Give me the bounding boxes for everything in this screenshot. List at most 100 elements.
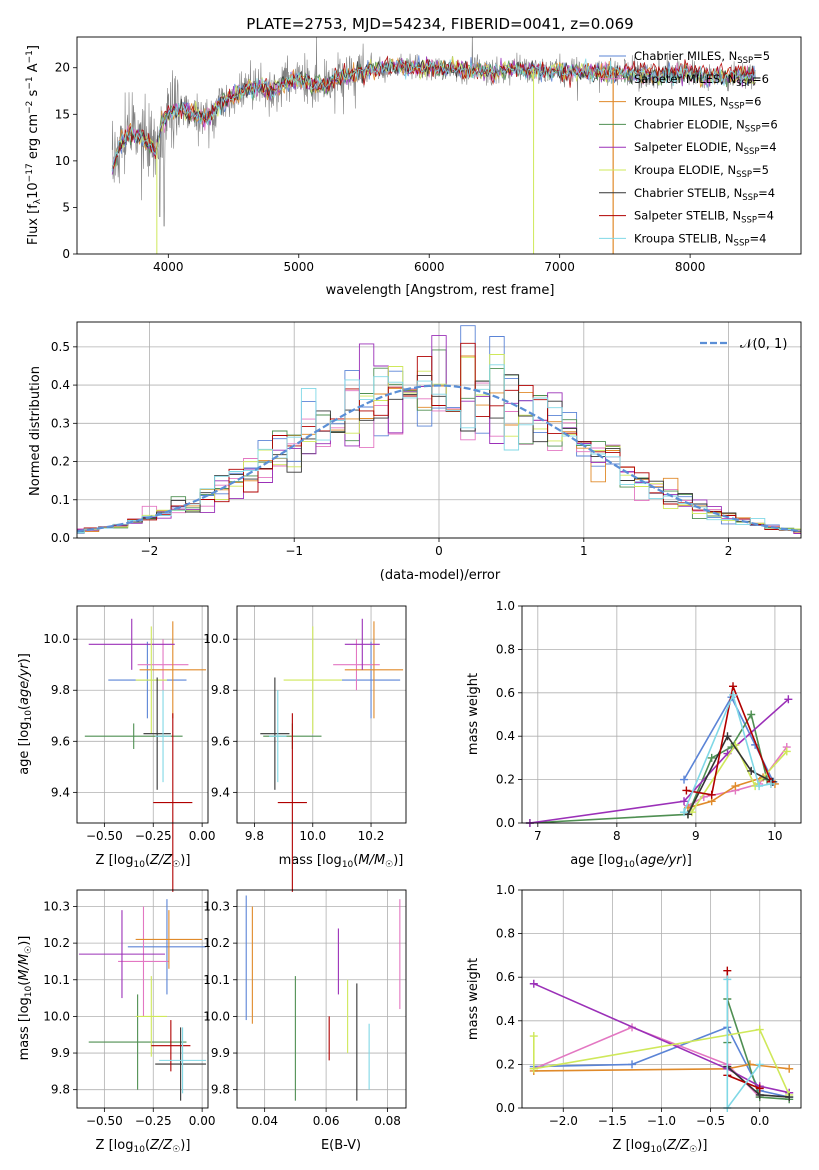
z-weight-point-marker xyxy=(723,975,732,984)
histogram-xtick-label: −2 xyxy=(141,544,159,558)
z-age-ytick-label: 9.6 xyxy=(51,734,70,748)
z-weight-panel: mass weight Z [log10(Z/Z☉)] −2.0 −1.5 −1.0… xyxy=(466,883,802,1155)
ebv-mass-ytick-label: 10.0 xyxy=(203,1009,230,1023)
histogram-xlabel: (data-model)/error xyxy=(380,568,501,583)
z-weight-xlabel: Z [log10(Z/Z☉)] xyxy=(613,1138,708,1155)
age-weight-ytick-label: 0.2 xyxy=(496,773,515,787)
histogram-ytick-label: 0.4 xyxy=(51,378,70,392)
histogram-ytick-label: 0.3 xyxy=(51,416,70,430)
z-age-xtick-label: 0.00 xyxy=(189,829,216,843)
histogram-step-line xyxy=(77,364,801,533)
normal-curve xyxy=(77,384,801,533)
z-mass-ytick-label: 10.2 xyxy=(43,936,70,950)
spectrum-legend-label: Kroupa MILES, NSSP=6 xyxy=(634,95,761,112)
z-age-frame xyxy=(76,605,209,824)
age-weight-ytick-label: 0.8 xyxy=(496,642,515,656)
age-weight-point-marker xyxy=(784,695,793,704)
histogram-xtick-label: 1 xyxy=(580,544,588,558)
spectrum-xtick-label: 8000 xyxy=(675,260,706,274)
age-weight-series-line xyxy=(691,743,788,813)
age-weight-xtick-label: 7 xyxy=(534,829,542,843)
z-mass-xtick-label: 0.00 xyxy=(189,1114,216,1128)
histogram-xtick-label: −1 xyxy=(285,544,303,558)
z-weight-ytick-label: 1.0 xyxy=(496,883,515,897)
z-mass-xlabel: Z [log10(Z/Z☉)] xyxy=(96,1138,191,1155)
mass-age-xtick-label: 9.8 xyxy=(245,829,264,843)
spectrum-xtick-label: 4000 xyxy=(153,260,184,274)
histogram-step-line xyxy=(77,349,801,533)
z-weight-point-marker xyxy=(529,1032,538,1041)
z-age-ytick-label: 9.8 xyxy=(51,683,70,697)
mass-age-ytick-label: 9.4 xyxy=(211,785,230,799)
ebv-mass-xlabel: E(B-V) xyxy=(321,1138,361,1153)
age-weight-xlabel: age [log10(age/yr)] xyxy=(570,853,692,870)
spectrum-legend-label: Chabrier STELIB, NSSP=4 xyxy=(634,186,775,203)
age-weight-point-marker xyxy=(680,797,689,806)
histogram-xtick-label: 0 xyxy=(435,544,443,558)
age-weight-point-marker xyxy=(707,790,716,799)
spectrum-lines xyxy=(111,37,756,254)
spectrum-legend-label: Chabrier MILES, NSSP=5 xyxy=(634,49,770,66)
z-weight-series-line xyxy=(533,1063,790,1072)
age-weight-ytick-label: 0.4 xyxy=(496,729,515,743)
z-mass-ytick-label: 9.9 xyxy=(51,1046,70,1060)
z-mass-ytick-label: 10.3 xyxy=(43,899,70,913)
age-weight-point-marker xyxy=(747,766,756,775)
z-weight-ytick-label: 0.6 xyxy=(496,970,515,984)
z-weight-ytick-label: 0.0 xyxy=(496,1101,515,1115)
histogram-frame xyxy=(76,321,802,539)
z-weight-point-marker xyxy=(723,966,732,975)
spectrum-xtick-label: 6000 xyxy=(414,260,445,274)
histogram-ytick-label: 0.5 xyxy=(51,340,70,354)
age-weight-point-marker xyxy=(731,782,740,791)
spectrum-title: PLATE=2753, MJD=54234, FIBERID=0041, z=0… xyxy=(246,15,633,33)
z-weight-xtick-label: −0.5 xyxy=(696,1114,725,1128)
spectrum-legend-label: Kroupa ELODIE, NSSP=5 xyxy=(634,163,769,180)
z-weight-frame xyxy=(521,889,802,1109)
age-weight-point-marker xyxy=(729,690,738,699)
age-weight-point-marker xyxy=(682,786,691,795)
histogram-step-line xyxy=(77,354,801,534)
z-weight-series-line xyxy=(726,998,790,1101)
z-weight-xtick-label: −2.0 xyxy=(549,1114,578,1128)
z-weight-point-marker xyxy=(755,1025,764,1034)
age-weight-xtick-label: 8 xyxy=(613,829,621,843)
spectrum-xtick-label: 5000 xyxy=(283,260,314,274)
ebv-mass-ytick-label: 9.8 xyxy=(211,1083,230,1097)
age-weight-series-line xyxy=(686,683,772,796)
age-weight-ytick-label: 0.6 xyxy=(496,686,515,700)
z-weight-point-marker xyxy=(755,1084,764,1093)
mass-age-ytick-label: 9.6 xyxy=(211,734,230,748)
histogram-step-line xyxy=(77,374,801,532)
z-age-xlabel: Z [log10(Z/Z☉)] xyxy=(96,853,191,870)
age-weight-series-line xyxy=(687,734,773,815)
z-age-xtick-label: −0.50 xyxy=(86,829,123,843)
ebv-mass-xtick-label: 0.06 xyxy=(313,1114,340,1128)
z-age-panel: age [log10(age/yr)] Z [log10(Z/Z☉)] −0.5… xyxy=(17,605,216,892)
age-weight-point-marker xyxy=(747,710,756,719)
histogram-ytick-label: 0.0 xyxy=(51,531,70,545)
age-weight-xtick-label: 9 xyxy=(692,829,700,843)
z-mass-xtick-label: −0.50 xyxy=(86,1114,123,1128)
mass-age-frame xyxy=(236,605,407,824)
z-weight-ytick-label: 0.4 xyxy=(496,1014,515,1028)
z-weight-point-marker xyxy=(785,1093,794,1102)
spectrum-xtick-label: 7000 xyxy=(544,260,575,274)
mass-age-ytick-label: 10.0 xyxy=(203,632,230,646)
z-mass-panel: mass [log10(M/M☉)] Z [log10(Z/Z☉)] −0.50… xyxy=(17,889,216,1155)
histogram-step-line xyxy=(77,335,801,534)
z-weight-point-marker xyxy=(755,1060,764,1069)
z-weight-series-line xyxy=(726,979,761,1111)
spectrum-ytick-label: 20 xyxy=(55,61,70,75)
z-age-ytick-label: 9.4 xyxy=(51,785,70,799)
age-weight-point-marker xyxy=(723,732,732,741)
z-mass-xtick-label: −0.25 xyxy=(135,1114,172,1128)
age-weight-point-marker xyxy=(782,747,791,756)
z-weight-ytick-label: 0.2 xyxy=(496,1057,515,1071)
spectrum-xlabel: wavelength [Angstrom, rest frame] xyxy=(326,283,555,298)
histogram-ytick-label: 0.2 xyxy=(51,455,70,469)
spectrum-ytick-label: 5 xyxy=(62,200,70,214)
z-weight-xtick-label: −1.0 xyxy=(647,1114,676,1128)
spectrum-legend-label: Salpeter MILES, NSSP=6 xyxy=(634,72,769,89)
spectrum-legend-label: Chabrier ELODIE, NSSP=6 xyxy=(634,117,778,134)
